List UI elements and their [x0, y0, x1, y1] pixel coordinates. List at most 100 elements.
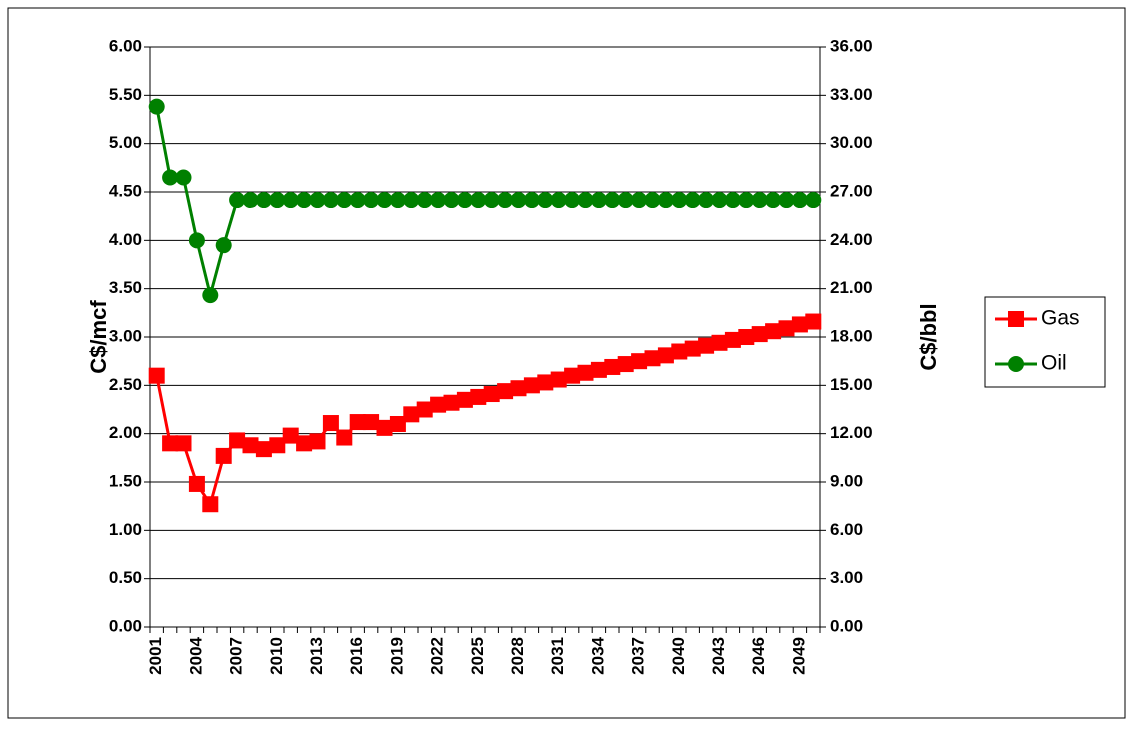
marker	[389, 192, 406, 209]
legend-box	[984, 296, 1106, 388]
marker	[778, 192, 795, 209]
marker	[416, 401, 433, 418]
x-tick-label: 2013	[307, 637, 326, 675]
marker	[698, 192, 715, 209]
marker	[604, 358, 621, 375]
marker	[805, 313, 822, 330]
marker	[724, 192, 741, 209]
marker	[162, 169, 179, 186]
marker	[376, 192, 393, 209]
marker	[564, 192, 581, 209]
marker	[175, 435, 192, 452]
marker	[456, 391, 473, 408]
marker	[202, 496, 219, 513]
x-tick-label: 2016	[347, 637, 366, 675]
marker	[416, 192, 433, 209]
x-tick-label: 2046	[749, 637, 768, 675]
x-tick-label: 2034	[588, 636, 607, 674]
marker	[215, 237, 232, 254]
x-tick-label: 2025	[468, 637, 487, 675]
y-tick-label: 4.00	[109, 230, 142, 249]
y2-tick-label: 6.00	[830, 520, 863, 539]
marker	[711, 334, 728, 351]
marker	[523, 192, 540, 209]
marker	[242, 192, 259, 209]
y2-tick-label: 9.00	[830, 471, 863, 490]
marker	[791, 316, 808, 333]
y-tick-label: 5.50	[109, 85, 142, 104]
marker	[617, 356, 634, 373]
y-tick-label: 2.00	[109, 423, 142, 442]
x-tick-label: 2001	[146, 637, 165, 675]
marker	[456, 192, 473, 209]
marker	[188, 475, 205, 492]
marker	[255, 441, 272, 458]
marker	[497, 192, 514, 209]
x-tick-label: 2028	[508, 637, 527, 675]
marker	[242, 437, 259, 454]
marker	[684, 192, 701, 209]
y-tick-label: 3.50	[109, 278, 142, 297]
marker	[751, 326, 768, 343]
marker	[322, 192, 339, 209]
y2-tick-label: 15.00	[830, 375, 873, 394]
y2-tick-label: 21.00	[830, 278, 873, 297]
marker	[483, 192, 500, 209]
x-tick-label: 2019	[387, 637, 406, 675]
marker	[430, 396, 447, 413]
marker	[363, 414, 380, 431]
marker	[657, 192, 674, 209]
marker	[510, 192, 527, 209]
marker	[470, 388, 487, 405]
marker	[309, 192, 326, 209]
marker	[282, 192, 299, 209]
marker	[483, 386, 500, 403]
legend-marker	[1008, 356, 1024, 372]
marker	[631, 192, 648, 209]
marker	[443, 192, 460, 209]
x-tick-label: 2007	[227, 637, 246, 675]
marker	[269, 437, 286, 454]
marker	[497, 383, 514, 400]
y2-tick-label: 33.00	[830, 85, 873, 104]
marker	[631, 353, 648, 370]
marker	[215, 447, 232, 464]
marker	[617, 192, 634, 209]
marker	[229, 432, 246, 449]
marker	[550, 371, 567, 388]
marker	[644, 350, 661, 367]
y2-axis-title: C$/bbl	[916, 303, 941, 370]
marker	[296, 192, 313, 209]
y2-tick-label: 27.00	[830, 181, 873, 200]
marker	[751, 192, 768, 209]
marker	[389, 416, 406, 432]
marker	[657, 347, 674, 364]
marker	[537, 192, 554, 209]
marker	[349, 192, 366, 209]
marker	[765, 323, 782, 340]
y-tick-label: 0.50	[109, 568, 142, 587]
y-tick-label: 6.00	[109, 36, 142, 55]
marker	[711, 192, 728, 209]
marker	[363, 192, 380, 209]
x-tick-label: 2037	[629, 637, 648, 675]
marker	[577, 192, 594, 209]
marker	[376, 419, 393, 436]
y-tick-label: 0.00	[109, 616, 142, 635]
marker	[510, 380, 527, 397]
marker	[255, 192, 272, 209]
marker	[590, 192, 607, 209]
marker	[671, 343, 688, 360]
x-tick-label: 2010	[267, 637, 286, 675]
x-tick-label: 2022	[428, 637, 447, 675]
y-tick-label: 5.00	[109, 133, 142, 152]
marker	[148, 367, 165, 384]
legend-marker	[1008, 311, 1024, 327]
y2-tick-label: 3.00	[830, 568, 863, 587]
marker	[162, 435, 179, 452]
y2-tick-label: 24.00	[830, 230, 873, 249]
y-tick-label: 4.50	[109, 181, 142, 200]
marker	[805, 192, 822, 209]
marker	[403, 406, 420, 423]
